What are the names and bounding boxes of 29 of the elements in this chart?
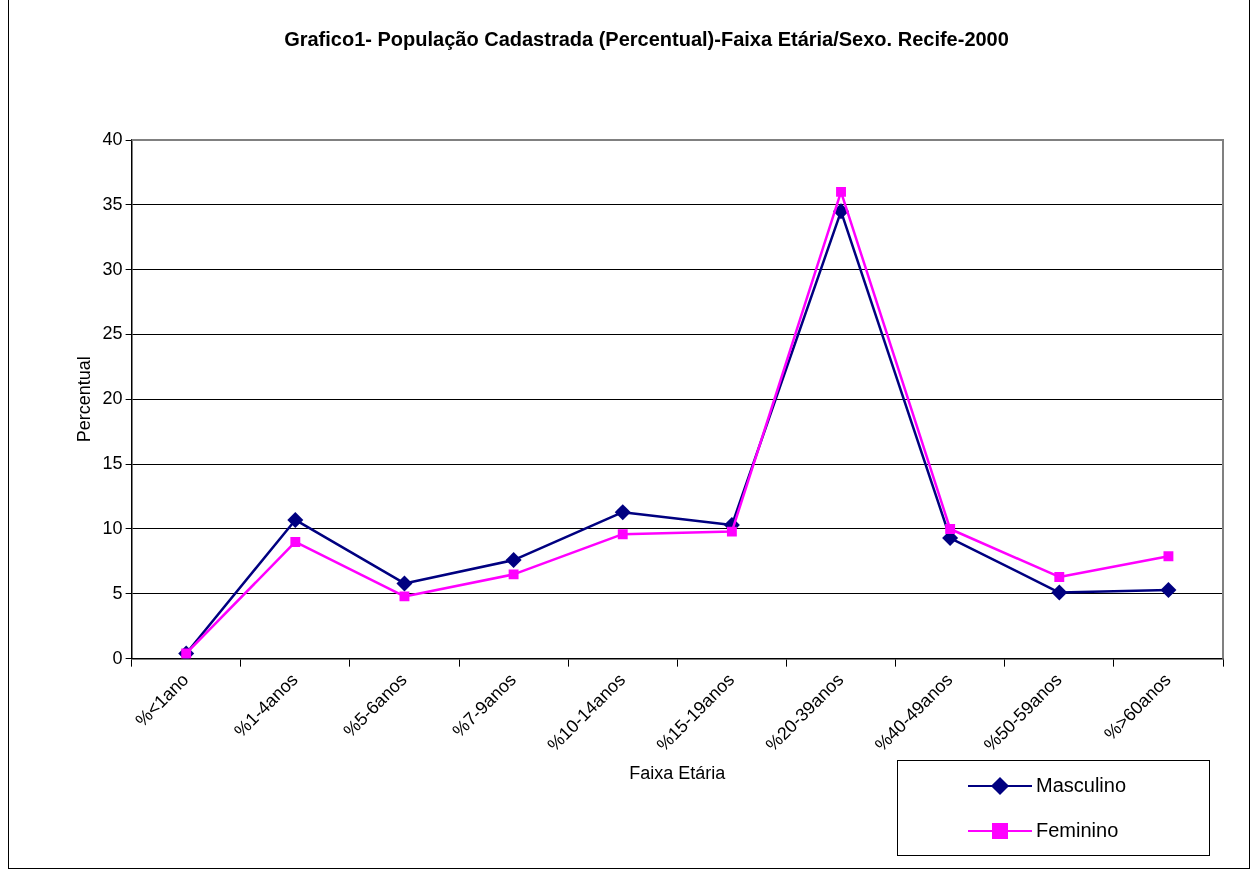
x-axis-title: Faixa Etária [629, 763, 727, 784]
point [617, 529, 628, 540]
point [396, 575, 413, 592]
point [945, 524, 956, 534]
y-tick-label: 20 [102, 388, 123, 409]
point [614, 504, 631, 521]
y-tick-label: 0 [112, 647, 123, 668]
point [1054, 572, 1065, 582]
chart-title: Grafico1- População Cadastrada (Percentual)-Faixa Etária/Sexo. Recife-2000 [284, 27, 1009, 50]
point [399, 591, 410, 602]
y-tick-label: 25 [102, 323, 123, 344]
y-tick-label: 15 [102, 453, 123, 474]
point [1163, 551, 1174, 562]
point [1051, 584, 1068, 601]
y-tick-label: 40 [102, 128, 123, 149]
point [290, 537, 301, 547]
legend-label: Masculino [1036, 774, 1127, 797]
point [836, 186, 846, 197]
point [505, 552, 522, 569]
point [1160, 581, 1177, 598]
point [287, 511, 304, 528]
point [726, 526, 737, 537]
legend-label: Feminino [1036, 819, 1119, 842]
point [508, 569, 519, 580]
y-tick-label: 30 [102, 258, 123, 279]
y-tick-label: 35 [102, 193, 123, 214]
y-tick-label: 5 [112, 582, 123, 603]
y-tick-label: 10 [102, 517, 123, 538]
y-axis-title: Percentual [73, 356, 94, 443]
